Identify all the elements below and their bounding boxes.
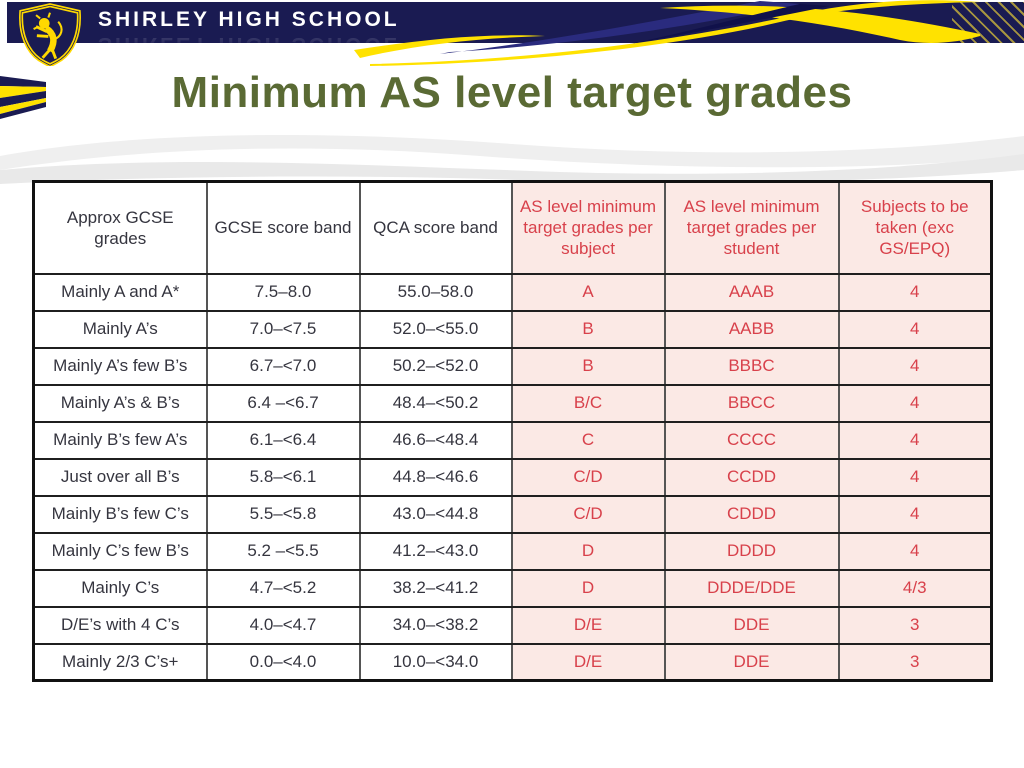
school-crest-logo xyxy=(19,3,81,66)
cell: D/E’s with 4 C’s xyxy=(32,605,208,645)
cell: D/E xyxy=(510,642,666,682)
cell: D/E xyxy=(510,605,666,645)
cell: 4 xyxy=(837,309,993,349)
table-row: Just over all B’s 5.8–<6.1 44.8–<46.6 C/D CC… xyxy=(32,457,993,497)
cell: Mainly A’s xyxy=(32,309,208,349)
table-row: Mainly C’s few B’s 5.2 –<5.5 41.2–<43.0 D DD… xyxy=(32,531,993,571)
table-row: Mainly A and A* 7.5–8.0 55.0–58.0 A AAAB 4 xyxy=(32,272,993,312)
table-row: Mainly A’s & B’s 6.4 –<6.7 48.4–<50.2 B/C BB… xyxy=(32,383,993,423)
col-header-approx-gcse-grades: Approx GCSE grades xyxy=(32,180,208,275)
col-header-as-min-per-student: AS level minimum target grades per stude… xyxy=(663,180,840,275)
cell: 48.4–<50.2 xyxy=(358,383,513,423)
cell: CCDD xyxy=(663,457,840,497)
cell: 4 xyxy=(837,494,993,534)
cell: DDE xyxy=(663,605,840,645)
cell: A xyxy=(510,272,666,312)
cell: 6.4 –<6.7 xyxy=(205,383,361,423)
cell: 55.0–58.0 xyxy=(358,272,513,312)
table-row: Mainly B’s few C’s 5.5–<5.8 43.0–<44.8 C/D C… xyxy=(32,494,993,534)
cell: DDDE/DDE xyxy=(663,568,840,608)
cell: 46.6–<48.4 xyxy=(358,420,513,460)
table-row: Mainly A’s few B’s 6.7–<7.0 50.2–<52.0 B BBB… xyxy=(32,346,993,386)
cell: D xyxy=(510,531,666,571)
cell: DDE xyxy=(663,642,840,682)
cell: 5.5–<5.8 xyxy=(205,494,361,534)
cell: 4.0–<4.7 xyxy=(205,605,361,645)
cell: CCCC xyxy=(663,420,840,460)
cell: 38.2–<41.2 xyxy=(358,568,513,608)
page-title: Minimum AS level target grades xyxy=(171,68,853,117)
cell: B xyxy=(510,346,666,386)
cell: 4 xyxy=(837,383,993,423)
cell: 4 xyxy=(837,531,993,571)
col-header-subjects-taken: Subjects to be taken (exc GS/EPQ) xyxy=(837,180,993,275)
cell: 4 xyxy=(837,457,993,497)
cell: 3 xyxy=(837,605,993,645)
school-name-reflection: SHIRLEY HIGH SCHOOL xyxy=(98,33,400,56)
cell: 10.0–<34.0 xyxy=(358,642,513,682)
cell: D xyxy=(510,568,666,608)
cell: 5.8–<6.1 xyxy=(205,457,361,497)
ribbon-swoosh-decoration xyxy=(354,0,980,67)
table-row: Mainly C’s 4.7–<5.2 38.2–<41.2 D DDDE/DDE 4/3 xyxy=(32,568,993,608)
grades-table: Approx GCSE grades GCSE score band QCA s… xyxy=(32,180,993,682)
cell: Mainly B’s few C’s xyxy=(32,494,208,534)
table-row: Mainly B’s few A’s 6.1–<6.4 46.6–<48.4 C CCC… xyxy=(32,420,993,460)
cell: AABB xyxy=(663,309,840,349)
cell: 43.0–<44.8 xyxy=(358,494,513,534)
cell: 0.0–<4.0 xyxy=(205,642,361,682)
cell: Mainly A’s & B’s xyxy=(32,383,208,423)
cell: Mainly B’s few A’s xyxy=(32,420,208,460)
lion-rampant-icon xyxy=(33,12,63,60)
col-header-qca-score-band: QCA score band xyxy=(358,180,513,275)
cell: CDDD xyxy=(663,494,840,534)
col-header-gcse-score-band: GCSE score band xyxy=(205,180,361,275)
cell: C/D xyxy=(510,494,666,534)
cell: C/D xyxy=(510,457,666,497)
cell: Mainly 2/3 C’s+ xyxy=(32,642,208,682)
cell: 44.8–<46.6 xyxy=(358,457,513,497)
col-header-as-min-per-subject: AS level minimum target grades per subje… xyxy=(510,180,666,275)
cell: C xyxy=(510,420,666,460)
table-row: D/E’s with 4 C’s 4.0–<4.7 34.0–<38.2 D/E DDE… xyxy=(32,605,993,645)
cell: 4.7–<5.2 xyxy=(205,568,361,608)
cell: 52.0–<55.0 xyxy=(358,309,513,349)
cell: 6.1–<6.4 xyxy=(205,420,361,460)
table-row: Mainly 2/3 C’s+ 0.0–<4.0 10.0–<34.0 D/E DDE 3 xyxy=(32,642,993,682)
cell: Mainly C’s xyxy=(32,568,208,608)
left-ribbon-decoration xyxy=(0,76,46,119)
cell: BBCC xyxy=(663,383,840,423)
cell: DDDD xyxy=(663,531,840,571)
cell: 5.2 –<5.5 xyxy=(205,531,361,571)
cell: 4/3 xyxy=(837,568,993,608)
cell: AAAB xyxy=(663,272,840,312)
cell: 6.7–<7.0 xyxy=(205,346,361,386)
table-row: Mainly A’s 7.0–<7.5 52.0–<55.0 B AABB 4 xyxy=(32,309,993,349)
cell: 34.0–<38.2 xyxy=(358,605,513,645)
cell: BBBC xyxy=(663,346,840,386)
cell: Mainly A and A* xyxy=(32,272,208,312)
table-header-row: Approx GCSE grades GCSE score band QCA s… xyxy=(32,180,993,275)
school-name-block: SHIRLEY HIGH SCHOOL SHIRLEY HIGH SCHOOL xyxy=(98,8,518,64)
cell: 41.2–<43.0 xyxy=(358,531,513,571)
cell: Mainly A’s few B’s xyxy=(32,346,208,386)
cell: 50.2–<52.0 xyxy=(358,346,513,386)
cell: 7.0–<7.5 xyxy=(205,309,361,349)
school-name: SHIRLEY HIGH SCHOOL xyxy=(98,8,400,31)
cell: Mainly C’s few B’s xyxy=(32,531,208,571)
cell: 4 xyxy=(837,420,993,460)
cell: 7.5–8.0 xyxy=(205,272,361,312)
wave-watermark-decoration xyxy=(0,134,1024,184)
cell: 4 xyxy=(837,272,993,312)
cell: B/C xyxy=(510,383,666,423)
cell: 4 xyxy=(837,346,993,386)
table-body: Mainly A and A* 7.5–8.0 55.0–58.0 A AAAB 4 Mai… xyxy=(32,272,993,682)
cell: B xyxy=(510,309,666,349)
cell: Just over all B’s xyxy=(32,457,208,497)
cell: 3 xyxy=(837,642,993,682)
